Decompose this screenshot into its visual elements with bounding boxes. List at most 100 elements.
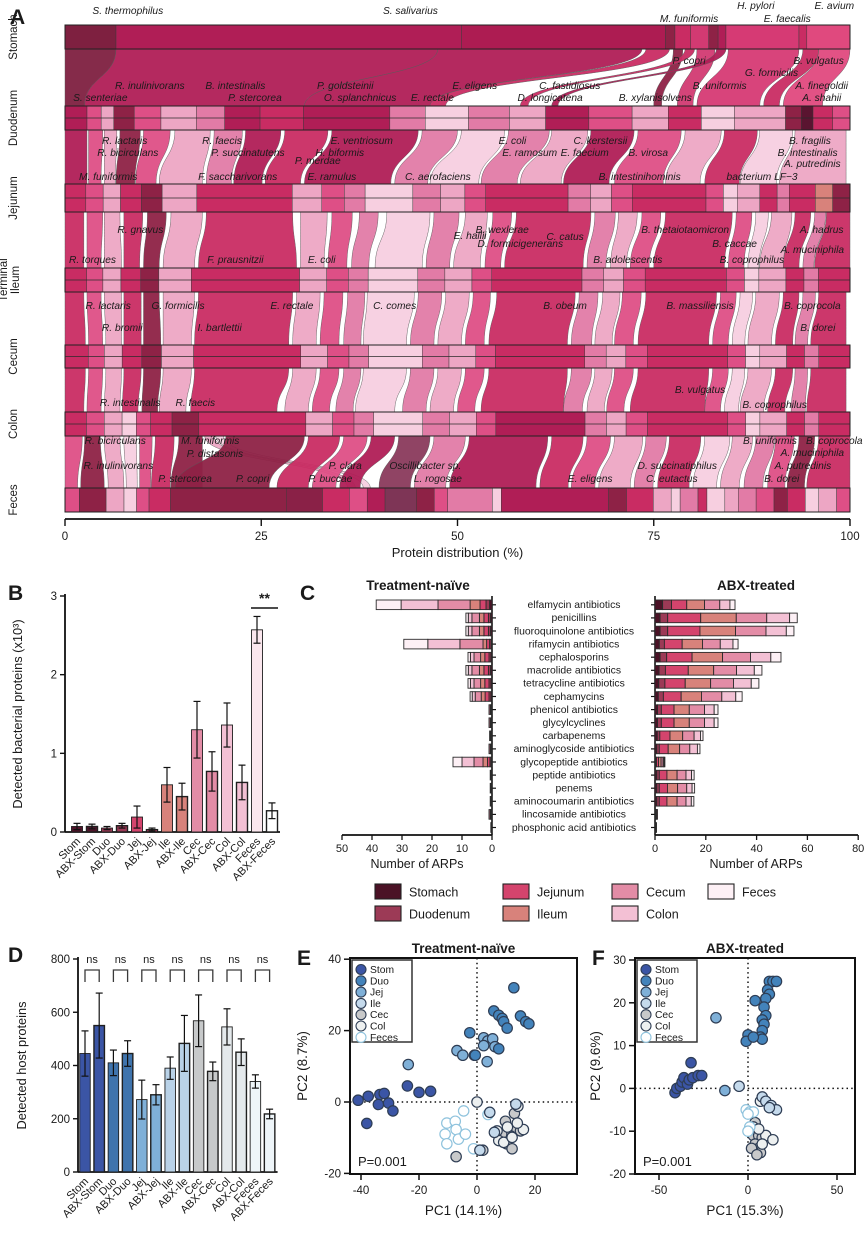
flow-ribbon: [437, 291, 470, 346]
row-label: Stomach: [8, 14, 20, 59]
panel-E: E Treatment-naïve -40 -20 0 20 -20 0 20 40 PC1 (14…: [295, 941, 578, 1218]
data-point-Jej: [402, 1058, 415, 1071]
species-label: E. coli: [308, 255, 336, 266]
species-label: A. muciniphila: [780, 448, 845, 459]
legend-marker: [355, 963, 367, 976]
y-tick: -10: [609, 1126, 626, 1138]
stacked-segment: [467, 665, 473, 676]
band-segment: [725, 24, 800, 50]
stacked-segment: [478, 625, 485, 637]
species-label: B. uniformis: [743, 436, 797, 447]
data-point-Ile: [488, 1126, 501, 1139]
band-segment: [697, 487, 708, 513]
stacked-segment: [660, 717, 675, 728]
stacked-segment: [679, 743, 691, 755]
data-point-Ile: [763, 1101, 776, 1114]
y-tick: 20: [613, 998, 626, 1010]
species-label: E. avium: [814, 1, 854, 12]
species-label: A. finegoldii: [794, 81, 848, 92]
species-label: R. bromii: [102, 323, 143, 334]
ns-bracket: [226, 969, 242, 982]
category-label: aminocoumarin antibiotics: [514, 797, 634, 808]
legend-marker: [355, 997, 367, 1009]
ns-label: ns: [171, 954, 183, 966]
data-point-Stom: [360, 1117, 373, 1130]
category-label: aminoglycoside antibiotics: [514, 744, 635, 755]
row-label: Terminal: [0, 258, 10, 301]
stacked-segment: [483, 612, 489, 624]
legend-label: Jej: [370, 988, 383, 999]
stacked-segment: [676, 769, 687, 781]
stacked-segment: [700, 730, 704, 742]
bar: [206, 1070, 219, 1173]
data-point-Duo: [469, 1049, 482, 1062]
species-label: E. eligens: [452, 81, 497, 92]
data-point-Jej: [477, 1039, 490, 1052]
category-label: tetracycline antibiotics: [523, 679, 625, 690]
stacked-segment: [467, 651, 471, 663]
data-point-Feces: [742, 1108, 754, 1120]
data-point-Stom: [685, 1056, 697, 1069]
data-point-Duo: [492, 1043, 505, 1055]
data-point-Feces: [441, 1137, 453, 1150]
stacked-segment: [735, 612, 768, 624]
flow-ribbon: [457, 367, 485, 413]
flow-ribbon: [402, 367, 435, 413]
legend-label: Duodenum: [409, 908, 470, 922]
y-tick: 0: [620, 1083, 626, 1095]
stacked-segment: [719, 599, 731, 611]
legend-label: Stom: [370, 965, 394, 976]
species-label: B. vulgatus: [675, 385, 725, 396]
species-label: D. formicigenerans: [478, 239, 564, 250]
data-point-Stom: [372, 1098, 385, 1111]
bar: [235, 1051, 248, 1173]
flow-ribbon: [806, 367, 847, 413]
species-label: E. rectale: [270, 301, 313, 312]
species-label: B. coprocola: [806, 436, 863, 447]
stacked-segment: [732, 638, 739, 650]
data-point-Cec: [751, 1148, 763, 1161]
stacked-segment: [467, 625, 473, 637]
stacked-segment: [654, 651, 661, 663]
ns-bracket: [169, 969, 186, 982]
species-label: F. prausnitzii: [207, 255, 264, 266]
stacked-segment: [729, 599, 736, 611]
row-label: Duodenum: [8, 90, 20, 146]
legend-marker: [640, 1009, 652, 1021]
stacked-segment: [673, 704, 690, 715]
legend-marker: [355, 1020, 367, 1032]
species-label: S. salivarius: [383, 6, 438, 17]
band-segment: [818, 487, 837, 513]
x-tick: -50: [651, 1185, 668, 1197]
stacked-segment: [713, 704, 719, 715]
species-label: D. succinatiphilus: [638, 461, 717, 472]
stacked-segment: [663, 756, 666, 768]
stacked-segment: [721, 691, 737, 702]
data-point-Col: [511, 1117, 524, 1129]
stacked-segment: [667, 625, 701, 637]
data-point-Duo: [501, 1022, 513, 1034]
y-tick: 200: [51, 1114, 70, 1126]
legend-label: Colon: [646, 908, 679, 922]
flow-ribbon: [410, 291, 443, 346]
species-label: C. comes: [373, 301, 416, 312]
band-segment: [64, 487, 80, 513]
band-segment: [708, 24, 719, 50]
flow-ribbon: [194, 291, 293, 346]
species-label: G. formicilis: [151, 301, 204, 312]
y-tick: 0: [51, 827, 57, 839]
stacked-segment: [664, 678, 686, 689]
axis-tick: 0: [62, 531, 68, 543]
stacked-segment: [700, 612, 737, 624]
flow-ribbon: [292, 291, 321, 346]
stacked-segment: [690, 796, 695, 807]
stacked-segment: [686, 599, 705, 611]
band-segment: [608, 487, 627, 513]
category-label: glycopeptide antibiotics: [520, 757, 627, 768]
flow-ribbon: [284, 367, 317, 413]
species-label: C. catus: [546, 232, 583, 243]
legend-label: Jejunum: [537, 886, 584, 900]
legend-label: Ileum: [537, 908, 568, 922]
stacked-segment: [488, 809, 491, 820]
